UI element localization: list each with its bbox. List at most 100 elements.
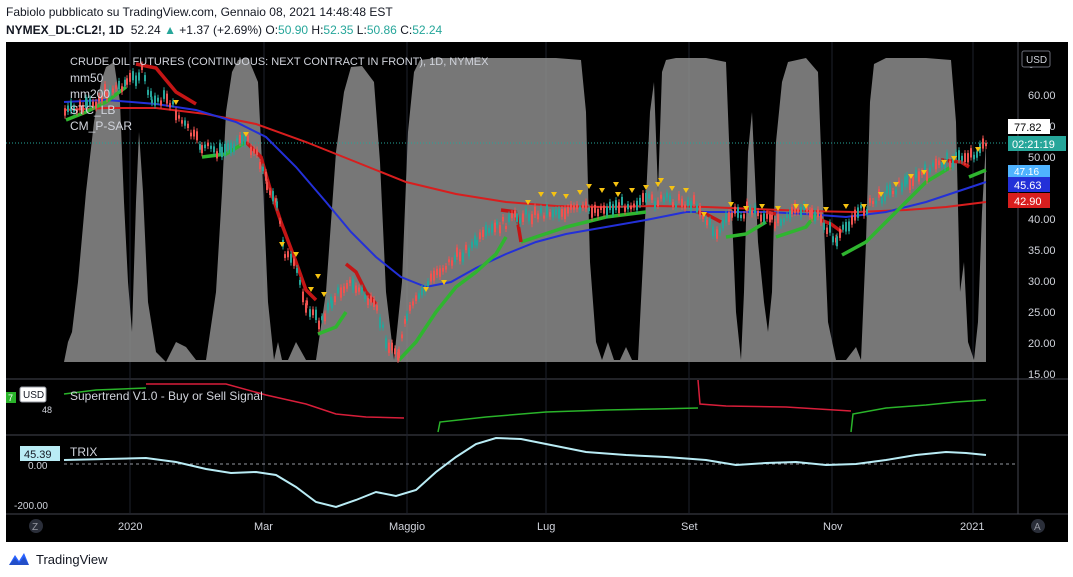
supertrend-value-tag [6, 392, 16, 403]
candle-body [216, 151, 218, 159]
candle-body [558, 208, 560, 219]
supertrend-currency-label[interactable]: USD [23, 390, 44, 401]
sell-signal-marker [293, 252, 299, 257]
sell-signal-marker [908, 174, 914, 179]
candle-body [468, 247, 470, 257]
supertrend-currency-button[interactable]: USD [19, 386, 47, 403]
auto-scale-button[interactable]: A [1031, 519, 1045, 533]
price-label-mm50-text: 45.63 [1014, 180, 1042, 192]
candle-body [751, 210, 753, 215]
sell-signal-marker [843, 204, 849, 209]
candle-body [946, 152, 948, 160]
sell-signal-marker [243, 132, 249, 137]
candle-body [817, 209, 819, 218]
candle-body [118, 80, 120, 90]
candle-body [666, 192, 668, 198]
candle-body [854, 209, 856, 221]
candle-body [766, 213, 768, 219]
candle-body [814, 211, 816, 222]
sell-signal-marker [279, 242, 285, 247]
timezone-button[interactable]: Z [29, 519, 43, 533]
tradingview-brand[interactable]: TradingView [36, 551, 108, 567]
sell-signal-marker [861, 204, 867, 209]
auto-scale-button-label[interactable]: A [1034, 522, 1041, 533]
candle-body [370, 295, 372, 303]
trix-tick: -200.00 [14, 501, 48, 512]
candle-body [924, 164, 926, 172]
candle-body [299, 280, 301, 285]
main-pane-title: CRUDE OIL FUTURES (CONTINUOUS: NEXT CONT… [70, 56, 489, 68]
candle-body [451, 260, 453, 266]
indicator-mm50[interactable]: mm50 [70, 71, 104, 85]
candle-body [938, 160, 940, 166]
candle-body [606, 206, 608, 216]
candle-body [181, 120, 183, 124]
candle-body [570, 203, 572, 210]
candle-body [719, 228, 721, 233]
indicator-psar[interactable]: CM_P-SAR [70, 119, 132, 133]
candle-body [436, 268, 438, 276]
candle-body [124, 79, 126, 87]
candle-body [573, 205, 575, 210]
candle-body [743, 214, 745, 219]
candle-body [514, 210, 516, 218]
candle-body [780, 218, 782, 226]
candle-body [279, 220, 281, 224]
candle-body [845, 221, 847, 232]
candle-body [95, 101, 97, 109]
candle-body [639, 197, 641, 206]
candle-body [702, 215, 704, 219]
candle-body [603, 205, 605, 214]
candlesticks [64, 61, 987, 363]
supertrend-tick: 48 [42, 405, 52, 415]
candle-body [379, 317, 381, 328]
candle-body [944, 160, 946, 169]
candle-body [76, 109, 78, 113]
candle-body [543, 215, 545, 219]
candle-body [832, 236, 834, 243]
candle-body [79, 101, 81, 111]
candle-body [355, 285, 357, 293]
candle-body [126, 78, 128, 85]
publisher-line: Fabiolo pubblicato su TradingView.com, G… [6, 5, 393, 19]
candle-body [621, 196, 623, 206]
main-legend: CRUDE OIL FUTURES (CONTINUOUS: NEXT CONT… [70, 56, 489, 133]
candle-body [160, 100, 162, 106]
sell-signal-marker [941, 160, 947, 165]
price-axis[interactable]: 6 60.00 55.00 50.00 40.00 35.00 30.00 25… [1028, 59, 1056, 381]
symbol-label: NYMEX_DL:CL2!, 1D [6, 23, 125, 37]
candle-body [588, 207, 590, 212]
currency-button-label[interactable]: USD [1026, 55, 1047, 66]
sell-signal-marker [563, 194, 569, 199]
candle-body [471, 241, 473, 248]
sell-signal-marker [655, 182, 661, 187]
currency-button[interactable]: USD [1021, 50, 1051, 68]
timezone-button-label[interactable]: Z [32, 522, 38, 533]
chart-svg[interactable]: 6 60.00 55.00 50.00 40.00 35.00 30.00 25… [6, 42, 1068, 542]
candle-body [952, 157, 954, 168]
candle-body [474, 235, 476, 245]
candle-body [918, 171, 920, 182]
candle-body [331, 300, 333, 309]
indicator-stc[interactable]: STC_LB [70, 103, 115, 117]
candle-body [86, 99, 88, 107]
candle-body [340, 287, 342, 298]
candle-body [806, 207, 808, 212]
candle-body [555, 209, 557, 215]
candle-body [725, 213, 727, 223]
mm50-line [63, 98, 987, 289]
candle-body [970, 148, 972, 158]
candle-body [898, 180, 900, 184]
sell-signal-marker [599, 188, 605, 193]
indicator-mm200[interactable]: mm200 [70, 87, 110, 101]
candle-body [193, 129, 195, 137]
candle-body [482, 229, 484, 237]
chart-area[interactable]: 6 60.00 55.00 50.00 40.00 35.00 30.00 25… [6, 42, 1068, 542]
open-value: 50.90 [278, 23, 309, 37]
candle-body [418, 293, 420, 299]
candle-body [306, 300, 308, 306]
time-axis[interactable]: 2020 Mar Maggio Lug Set Nov 2021 [118, 521, 984, 533]
trix-tick: 0.00 [28, 461, 48, 472]
candle-body [491, 223, 493, 233]
candle-body [138, 72, 140, 81]
